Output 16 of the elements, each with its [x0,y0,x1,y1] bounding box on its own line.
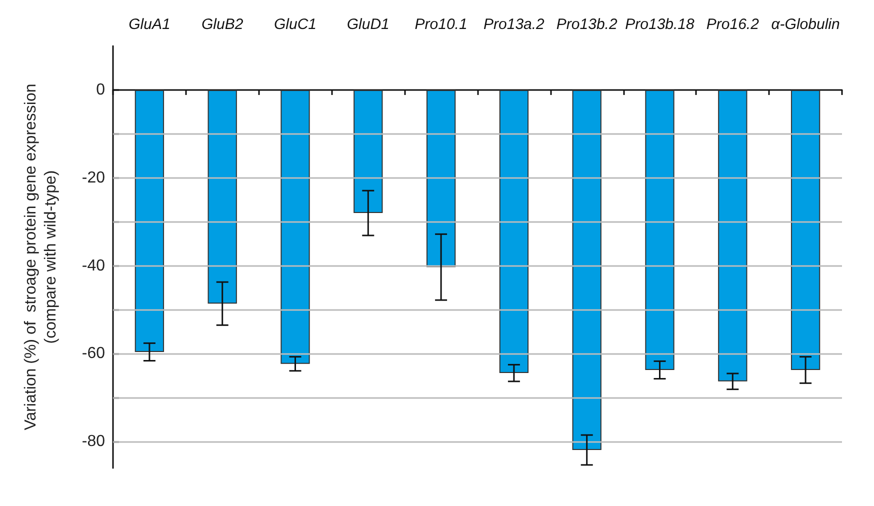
x-tick-label: Pro13a.2 [484,16,546,33]
x-tick-label: GluA1 [128,16,170,33]
y-tick-label: -20 [82,169,106,186]
y-axis-title: Variation (%) of stroage protein gene expression (compare with wild-type) [22,84,60,430]
y-tick-label: -60 [82,345,106,362]
x-tick-label: GluB2 [202,16,244,33]
y-tick-label: -40 [82,257,106,274]
x-tick-label: GluD1 [346,16,390,33]
y-tick-label: -80 [82,433,106,450]
x-tick-label: Pro13b.18 [625,16,696,33]
x-tick-label: GluC1 [274,16,317,33]
y-tick-label: 0 [96,81,106,98]
x-tick-label: Pro16.2 [706,16,760,33]
x-tick-label: α-Globulin [771,16,840,33]
x-tick-label: Pro13b.2 [556,16,618,33]
x-tick-label: Pro10.1 [414,16,468,33]
